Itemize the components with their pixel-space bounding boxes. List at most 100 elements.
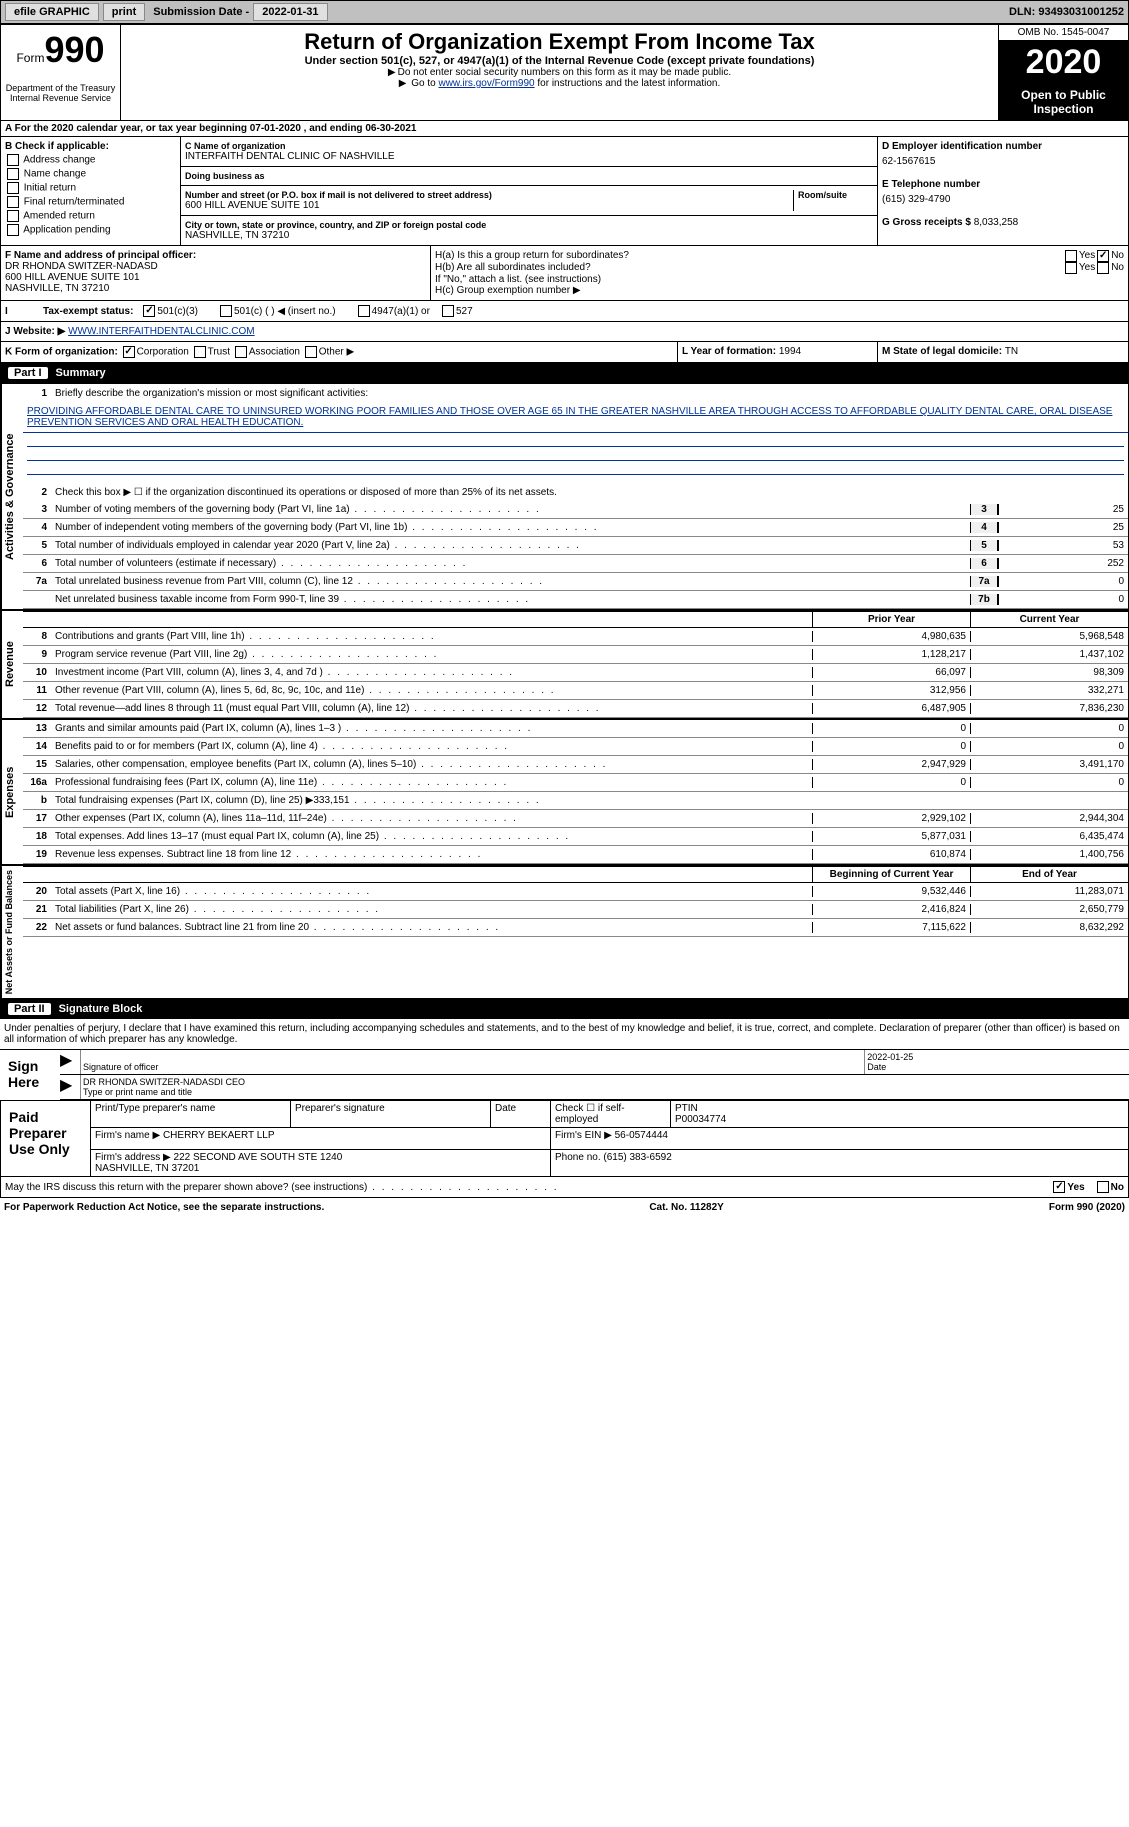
officer-addr1: 600 HILL AVENUE SUITE 101 (5, 272, 140, 283)
box-f: F Name and address of principal officer:… (1, 246, 431, 300)
firm-phone-cell: Phone no. (615) 383-6592 (551, 1150, 1128, 1176)
part-ii-title: Signature Block (59, 1003, 143, 1015)
note-goto: Go to www.irs.gov/Form990 for instructio… (125, 78, 994, 89)
governance-line: 3Number of voting members of the governi… (23, 501, 1128, 519)
financial-line: 18Total expenses. Add lines 13–17 (must … (23, 828, 1128, 846)
financial-line: 10Investment income (Part VIII, column (… (23, 664, 1128, 682)
phone-label: E Telephone number (882, 179, 1124, 190)
firm-ein-cell: Firm's EIN ▶ 56-0574444 (551, 1128, 1128, 1149)
yf-value: 1994 (779, 346, 801, 357)
print-button[interactable]: print (103, 3, 145, 21)
open-inspection: Open to Public Inspection (999, 84, 1128, 120)
city-value: NASHVILLE, TN 37210 (185, 230, 873, 241)
part-i-title: Summary (56, 367, 106, 379)
assoc-checkbox[interactable] (235, 346, 247, 358)
hb-note: If "No," attach a list. (see instruction… (435, 274, 1124, 285)
other-label: Other ▶ (319, 347, 354, 358)
side-governance: Activities & Governance (1, 384, 23, 609)
dln: DLN: 93493031001252 (1009, 6, 1124, 18)
officer-header: F Name and address of principal officer: (5, 250, 196, 261)
footer-left: For Paperwork Reduction Act Notice, see … (4, 1202, 324, 1213)
dln-label: DLN: (1009, 6, 1038, 18)
row-j: J Website: ▶ WWW.INTERFAITHDENTALCLINIC.… (0, 322, 1129, 342)
ha-no-checkbox[interactable] (1097, 250, 1109, 262)
financial-line: 17Other expenses (Part IX, column (A), l… (23, 810, 1128, 828)
self-emp-label: Check ☐ if self-employed (551, 1101, 671, 1127)
arrow-icon-2: ▶ (60, 1075, 80, 1099)
financial-line: 21Total liabilities (Part X, line 26)2,4… (23, 901, 1128, 919)
mission-label: Briefly describe the organization's miss… (51, 386, 1128, 401)
firm-name-cell: Firm's name ▶ CHERRY BEKAERT LLP (91, 1128, 551, 1149)
no-label-2: No (1111, 262, 1124, 274)
side-revenue: Revenue (1, 611, 23, 718)
box-b: B Check if applicable: Address change Na… (1, 137, 181, 245)
city-label: City or town, state or province, country… (185, 220, 873, 230)
financial-line: 22Net assets or fund balances. Subtract … (23, 919, 1128, 937)
officer-signature-field[interactable]: Signature of officer (80, 1050, 864, 1074)
trust-label: Trust (208, 347, 230, 358)
street-value: 600 HILL AVENUE SUITE 101 (185, 200, 793, 211)
hb-no-checkbox[interactable] (1097, 262, 1109, 274)
form-number-box: Form990 Department of the Treasury Inter… (1, 25, 121, 120)
527-checkbox[interactable] (442, 305, 454, 317)
street-box: Number and street (or P.O. box if mail i… (181, 186, 877, 216)
begin-year-header: Beginning of Current Year (812, 867, 970, 882)
website-link[interactable]: WWW.INTERFAITHDENTALCLINIC.COM (68, 326, 254, 337)
box-b-option[interactable]: Name change (5, 168, 176, 180)
gross-value: 8,033,258 (974, 217, 1019, 228)
sig-date-field: 2022-01-25Date (864, 1050, 1129, 1074)
ha-yes-checkbox[interactable] (1065, 250, 1077, 262)
officer-name-field: DR RHONDA SWITZER-NADASDI CEOType or pri… (80, 1075, 1129, 1099)
city-box: City or town, state or province, country… (181, 216, 877, 245)
4947-label: 4947(a)(1) or (372, 306, 430, 317)
part-i-header: Part I Summary (0, 363, 1129, 383)
room-label: Room/suite (798, 190, 873, 200)
row-i: I Tax-exempt status: 501(c)(3) 501(c) ( … (0, 301, 1129, 322)
form-header: Form990 Department of the Treasury Inter… (0, 24, 1129, 121)
other-checkbox[interactable] (305, 346, 317, 358)
paid-preparer-label: Paid Preparer Use Only (1, 1101, 91, 1176)
501c-checkbox[interactable] (220, 305, 232, 317)
firm-phone-value: (615) 383-6592 (603, 1152, 671, 1163)
governance-line: 7aTotal unrelated business revenue from … (23, 573, 1128, 591)
form-title: Return of Organization Exempt From Incom… (125, 29, 994, 55)
box-b-option[interactable]: Final return/terminated (5, 196, 176, 208)
discuss-yes-checkbox[interactable] (1053, 1181, 1065, 1193)
sub-date-value: 2022-01-31 (253, 3, 327, 21)
financial-line: 20Total assets (Part X, line 16)9,532,44… (23, 883, 1128, 901)
box-b-option[interactable]: Address change (5, 154, 176, 166)
prep-date-label: Date (491, 1101, 551, 1127)
financial-line: 9Program service revenue (Part VIII, lin… (23, 646, 1128, 664)
trust-checkbox[interactable] (194, 346, 206, 358)
box-b-option[interactable]: Application pending (5, 224, 176, 236)
yf-label: L Year of formation: (682, 346, 779, 357)
box-b-option[interactable]: Initial return (5, 182, 176, 194)
form-subtitle: Under section 501(c), 527, or 4947(a)(1)… (125, 55, 994, 67)
sign-here-block: Sign Here ▶ Signature of officer 2022-01… (0, 1049, 1129, 1100)
footer-right: Form 990 (2020) (1049, 1202, 1125, 1213)
sd-label: M State of legal domicile: (882, 346, 1005, 357)
arrow-icon: ▶ (60, 1050, 80, 1074)
box-b-option[interactable]: Amended return (5, 210, 176, 222)
efile-button[interactable]: efile GRAPHIC (5, 3, 99, 21)
irs-link[interactable]: www.irs.gov/Form990 (438, 78, 534, 89)
corp-checkbox[interactable] (123, 346, 135, 358)
tax-status-label: Tax-exempt status: (43, 306, 133, 317)
row-f-h: F Name and address of principal officer:… (0, 246, 1129, 301)
firm-name-label: Firm's name ▶ (95, 1130, 160, 1141)
org-name-label: C Name of organization (185, 141, 873, 151)
prep-name-label: Print/Type preparer's name (91, 1101, 291, 1127)
501c3-checkbox[interactable] (143, 305, 155, 317)
year-box: OMB No. 1545-0047 2020 Open to Public In… (998, 25, 1128, 120)
discuss-no-checkbox[interactable] (1097, 1181, 1109, 1193)
discuss-label: May the IRS discuss this return with the… (5, 1182, 1051, 1193)
topbar: efile GRAPHIC print Submission Date - 20… (0, 0, 1129, 24)
note-ssn: Do not enter social security numbers on … (125, 67, 994, 78)
hb-yes-checkbox[interactable] (1065, 262, 1077, 274)
527-label: 527 (456, 306, 473, 317)
dept-treasury: Department of the Treasury Internal Reve… (5, 83, 116, 103)
dln-value: 93493031001252 (1038, 6, 1124, 18)
mission-blank-2 (27, 447, 1124, 461)
ptin-value: P00034774 (675, 1114, 726, 1125)
4947-checkbox[interactable] (358, 305, 370, 317)
